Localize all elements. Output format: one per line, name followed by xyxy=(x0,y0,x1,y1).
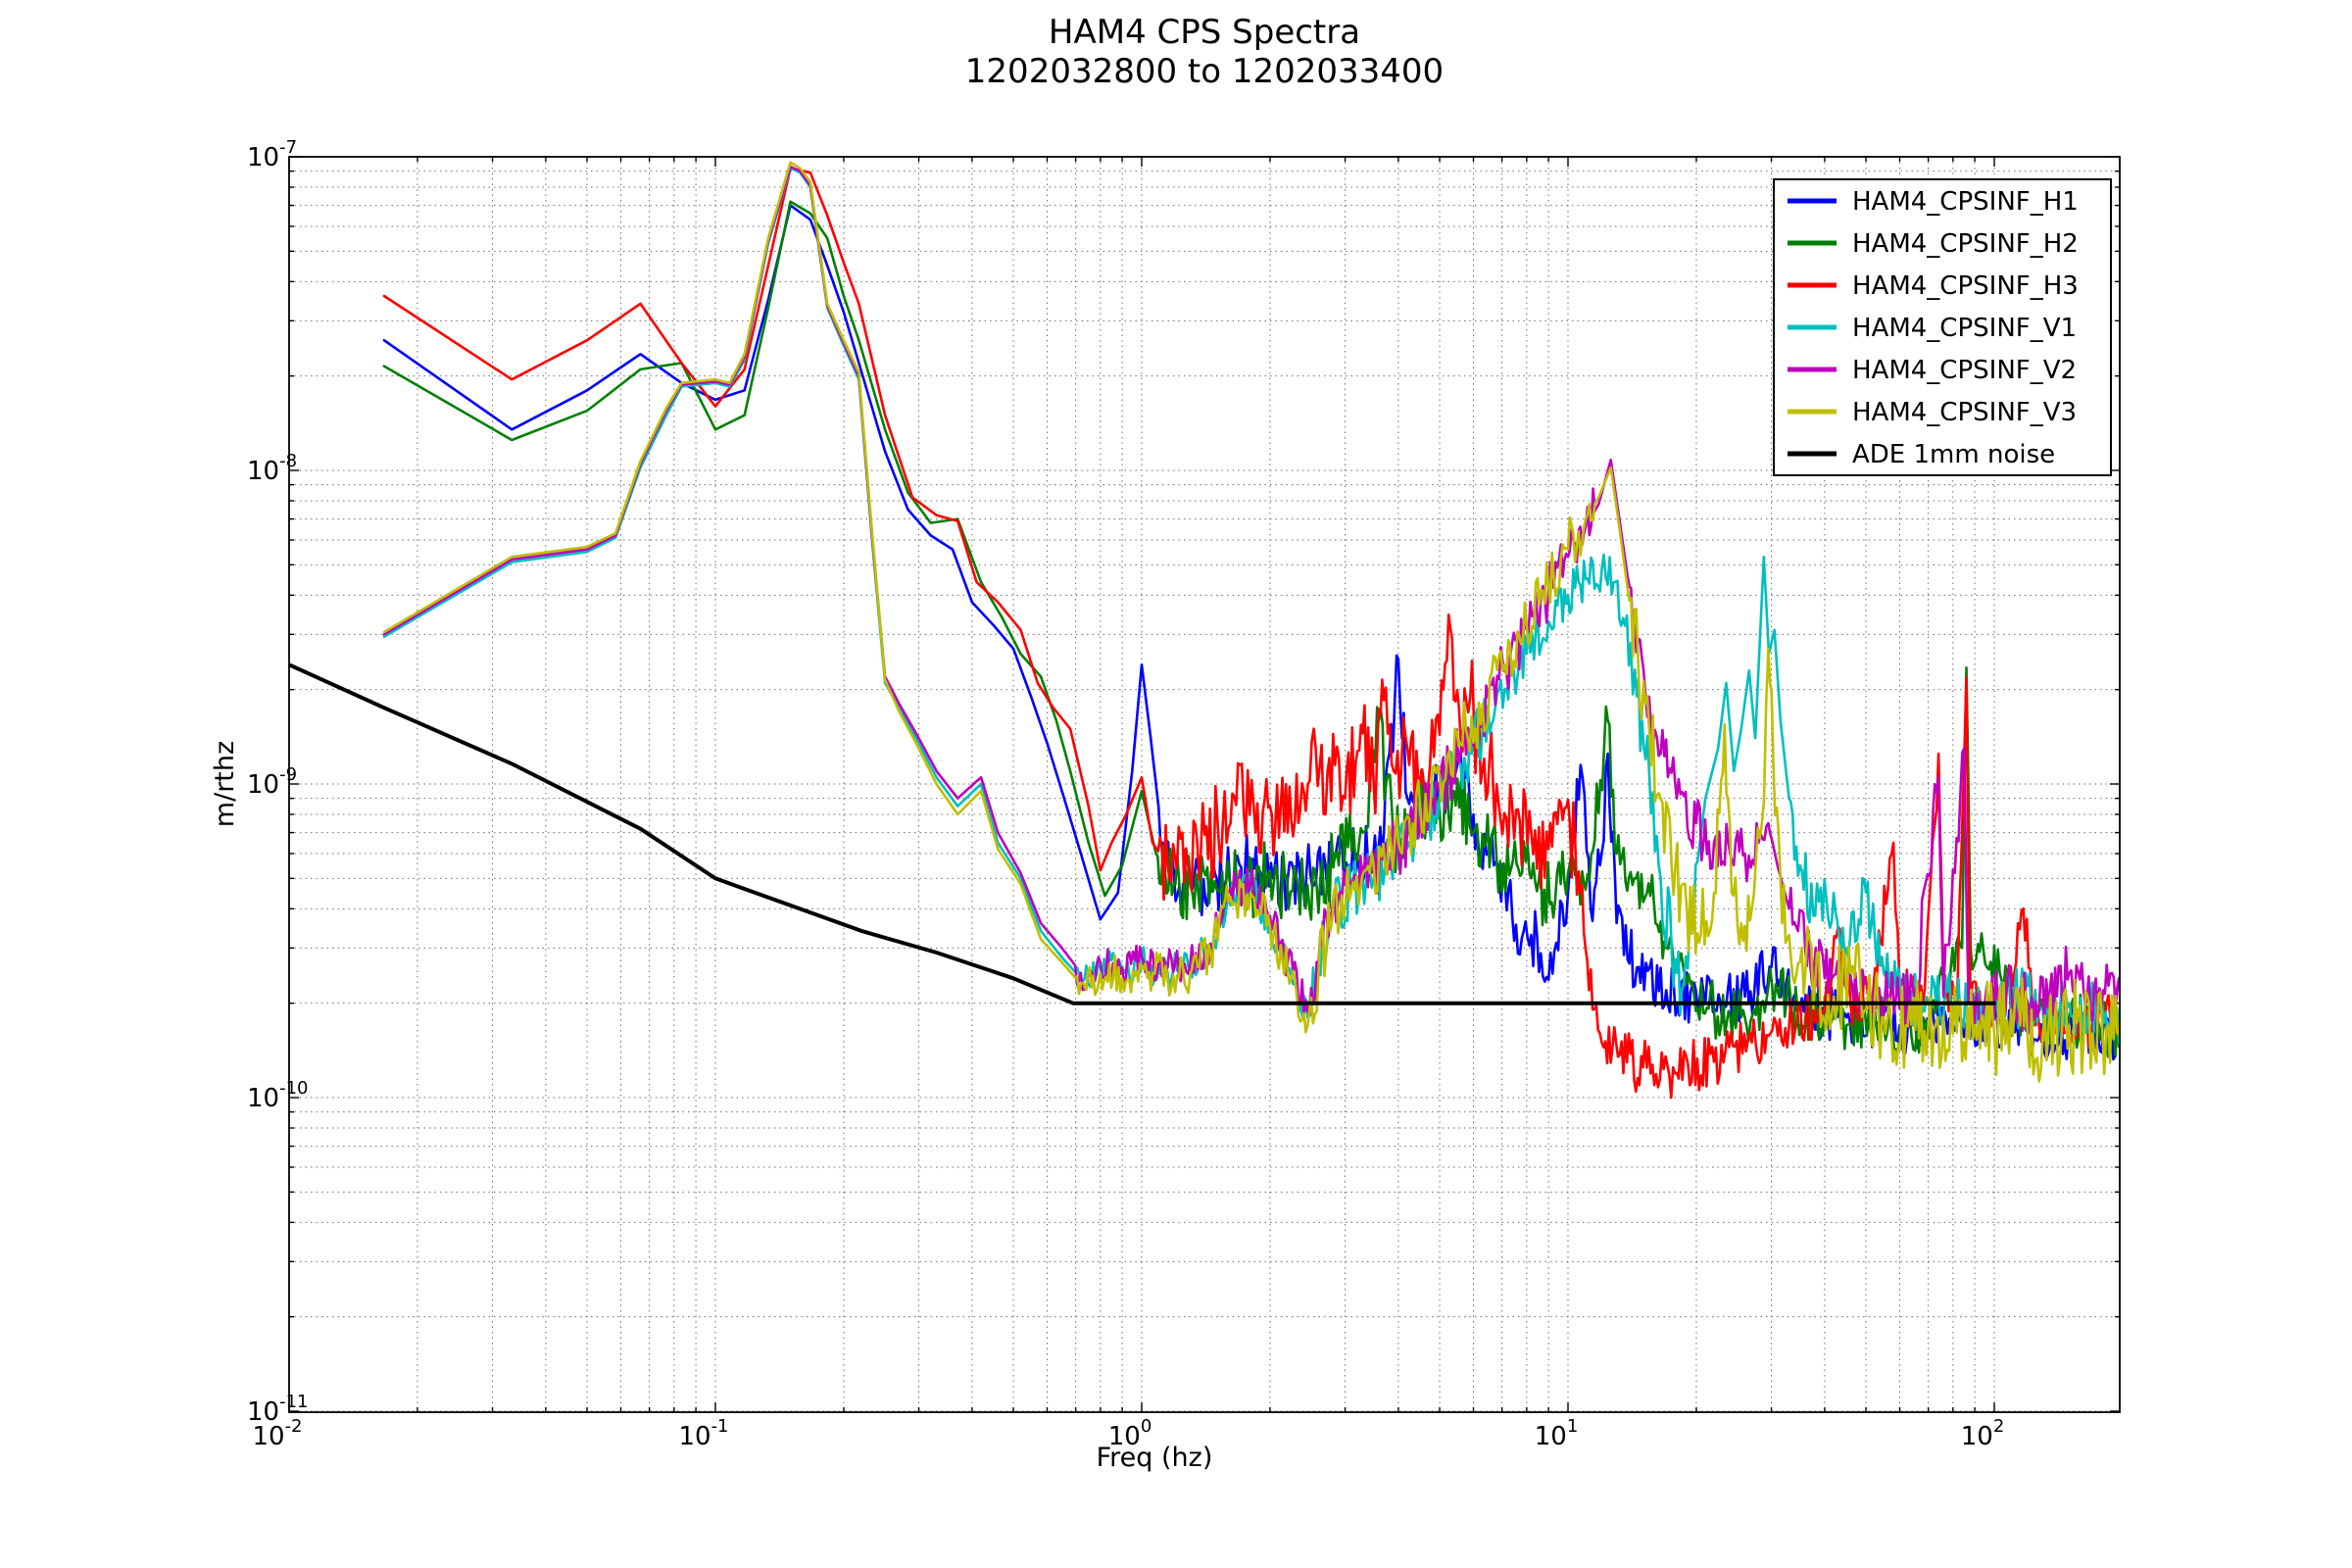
legend-label: HAM4_CPSINF_H2 xyxy=(1852,229,2079,259)
y-axis-label: m/rthz xyxy=(210,741,240,827)
legend-entry: HAM4_CPSINF_V1 xyxy=(1788,314,2077,343)
x-tick-label: 10-1 xyxy=(678,1416,728,1451)
legend-label: ADE 1mm noise xyxy=(1852,440,2055,469)
y-tick-label: 10-8 xyxy=(247,451,297,486)
series-HAM4_CPSINF_V2 xyxy=(382,165,2120,1036)
y-tick-label: 10-9 xyxy=(247,764,297,800)
series-ADE-1mm-noise xyxy=(289,662,1996,1005)
y-tick-label: 10-7 xyxy=(247,137,297,172)
chart-subtitle: 1202032800 to 1202033400 xyxy=(965,52,1444,91)
axis-ticks xyxy=(288,156,2120,1412)
plot-area xyxy=(288,156,2121,1413)
legend-entry: HAM4_CPSINF_V2 xyxy=(1788,356,2077,385)
legend-entry: HAM4_CPSINF_H1 xyxy=(1788,187,2079,217)
legend-entry: HAM4_CPSINF_H3 xyxy=(1788,271,2079,301)
x-tick-label: 101 xyxy=(1535,1416,1579,1451)
y-tick-label: 10-11 xyxy=(247,1392,309,1427)
x-tick-label: 102 xyxy=(1961,1416,2005,1451)
legend-entry: ADE 1mm noise xyxy=(1788,440,2055,469)
legend: HAM4_CPSINF_H1 HAM4_CPSINF_H2 HAM4_CPSINF_… xyxy=(1773,178,2112,476)
legend-label: HAM4_CPSINF_V1 xyxy=(1852,314,2077,343)
series-group xyxy=(289,161,2120,1100)
x-tick-label: 10-2 xyxy=(252,1416,302,1451)
legend-label: HAM4_CPSINF_H1 xyxy=(1852,187,2079,217)
legend-label: HAM4_CPSINF_V2 xyxy=(1852,356,2077,385)
legend-entry: HAM4_CPSINF_H2 xyxy=(1788,229,2079,259)
x-axis-label: Freq (hz) xyxy=(1097,1443,1213,1473)
legend-label: HAM4_CPSINF_V3 xyxy=(1852,398,2077,427)
x-tick-label: 100 xyxy=(1108,1416,1152,1451)
chart-title: HAM4 CPS Spectra xyxy=(1049,13,1360,52)
y-tick-label: 10-10 xyxy=(247,1078,309,1113)
legend-label: HAM4_CPSINF_H3 xyxy=(1852,271,2079,301)
tick-labels: 10-2 10-1 100 101 102 10-7 10-8 10-9 10-10 10-11 xyxy=(247,137,2004,1451)
series-HAM4_CPSINF_V3 xyxy=(382,161,2120,1083)
legend-entry: HAM4_CPSINF_V3 xyxy=(1788,398,2077,427)
